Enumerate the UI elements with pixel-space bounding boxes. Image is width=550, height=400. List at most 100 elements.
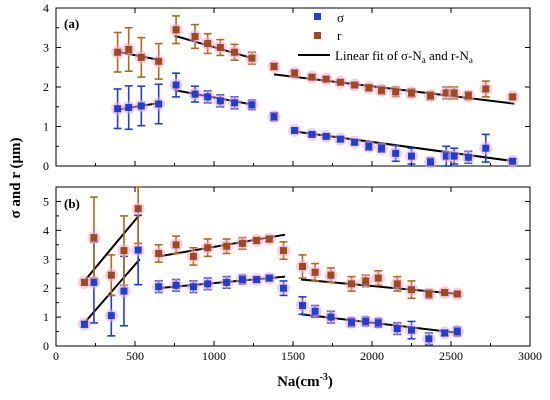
y-tick-label-a-2: 2 bbox=[43, 80, 49, 94]
markers-b bbox=[77, 202, 464, 346]
marker-r-a-3 bbox=[155, 57, 163, 65]
marker-r-b-21 bbox=[408, 286, 415, 294]
marker-r-b-8 bbox=[204, 244, 212, 252]
ticks-b: 0 500 1000 1500 2000 2500 3000 0 1 2 3 4 5 bbox=[43, 187, 542, 363]
marker-sigma-a-25 bbox=[509, 157, 517, 165]
legend-sigma-marker bbox=[314, 13, 321, 20]
y-tick-label-a-4: 4 bbox=[43, 1, 49, 15]
marker-sigma-b-7 bbox=[189, 283, 197, 291]
y-tick-label-b-1: 1 bbox=[43, 310, 49, 324]
marker-sigma-a-2 bbox=[137, 102, 145, 110]
x-tick-label-b-3: 1500 bbox=[281, 349, 305, 363]
marker-r-b-15 bbox=[311, 268, 319, 276]
marker-sigma-b-16 bbox=[327, 313, 335, 321]
marker-r-a-6 bbox=[204, 40, 212, 48]
marker-sigma-a-22 bbox=[450, 152, 458, 160]
legend-fit-label: Linear fit of σ-Na and r-Na bbox=[335, 48, 473, 65]
y-tick-label-b-2: 2 bbox=[43, 281, 49, 295]
marker-sigma-b-21 bbox=[408, 326, 415, 334]
legend-r: r bbox=[314, 28, 342, 43]
marker-r-a-25 bbox=[509, 93, 517, 101]
marker-r-a-4 bbox=[172, 26, 180, 34]
marker-sigma-b-10 bbox=[238, 276, 246, 284]
marker-sigma-b-18 bbox=[362, 317, 370, 325]
y-tick-label-a-3: 3 bbox=[43, 41, 49, 55]
marker-sigma-b-9 bbox=[223, 278, 231, 286]
y-tick-label-b-4: 4 bbox=[43, 223, 49, 237]
marker-sigma-a-10 bbox=[270, 113, 278, 121]
legend-fit-label-main: Linear fit of σ-N bbox=[335, 48, 422, 63]
marker-sigma-b-24 bbox=[453, 328, 461, 336]
marker-sigma-b-20 bbox=[393, 325, 401, 333]
marker-r-b-23 bbox=[441, 289, 449, 297]
marker-r-b-19 bbox=[374, 274, 382, 282]
marker-r-b-13 bbox=[280, 247, 288, 255]
marker-r-a-21 bbox=[442, 89, 450, 97]
marker-r-a-5 bbox=[191, 32, 199, 40]
marker-r-b-22 bbox=[425, 290, 433, 298]
marker-r-b-24 bbox=[453, 290, 461, 298]
x-tick-label-b-6: 3000 bbox=[518, 349, 542, 363]
panel-b: 0 500 1000 1500 2000 2500 3000 0 1 2 3 4 5 (b) bbox=[43, 186, 542, 363]
x-tick-label-b-1: 500 bbox=[126, 349, 144, 363]
marker-sigma-a-1 bbox=[125, 104, 133, 112]
marker-r-a-19 bbox=[408, 89, 415, 97]
marker-sigma-a-4 bbox=[172, 81, 180, 89]
markers-a bbox=[111, 23, 520, 169]
marker-r-a-17 bbox=[377, 86, 385, 94]
y-tick-label-b-3: 3 bbox=[43, 252, 49, 266]
marker-sigma-b-8 bbox=[204, 280, 212, 288]
marker-r-a-13 bbox=[322, 75, 330, 83]
marker-r-a-12 bbox=[308, 73, 316, 81]
marker-sigma-b-11 bbox=[253, 276, 261, 284]
marker-r-b-4 bbox=[134, 205, 142, 213]
marker-sigma-a-13 bbox=[322, 132, 330, 140]
marker-sigma-a-6 bbox=[204, 93, 212, 101]
marker-r-a-15 bbox=[351, 81, 359, 89]
marker-sigma-a-14 bbox=[336, 135, 344, 143]
y-tick-label-b-5: 5 bbox=[43, 194, 49, 208]
marker-sigma-a-16 bbox=[365, 142, 373, 150]
marker-sigma-b-14 bbox=[298, 302, 306, 310]
panel-label-b: (b) bbox=[64, 196, 80, 211]
x-axis-title: Na(cm-3) bbox=[277, 372, 333, 390]
marker-sigma-a-12 bbox=[308, 130, 316, 138]
marker-sigma-a-9 bbox=[248, 101, 256, 109]
legend-r-label: r bbox=[337, 28, 342, 43]
marker-sigma-a-23 bbox=[464, 153, 472, 161]
legend-fit: Linear fit of σ-Na and r-Na bbox=[298, 48, 473, 65]
marker-r-a-8 bbox=[231, 48, 239, 56]
x-tick-label-b-2: 1000 bbox=[202, 349, 226, 363]
y-tick-label-b-0: 0 bbox=[43, 339, 49, 353]
y-tick-label-a-0: 0 bbox=[43, 159, 49, 173]
marker-r-b-1 bbox=[90, 234, 98, 242]
legend-r-marker bbox=[314, 32, 321, 39]
marker-sigma-a-15 bbox=[351, 138, 359, 146]
legend: σ r Linear fit of σ-Na and r-Na bbox=[298, 10, 473, 65]
marker-sigma-a-17 bbox=[377, 144, 385, 152]
marker-sigma-b-2 bbox=[107, 312, 115, 320]
marker-r-b-10 bbox=[238, 239, 246, 247]
marker-sigma-b-13 bbox=[280, 284, 288, 292]
marker-sigma-b-15 bbox=[311, 307, 319, 315]
marker-r-a-20 bbox=[426, 92, 434, 100]
marker-r-b-11 bbox=[253, 236, 261, 244]
legend-fit-label-mid: and r-N bbox=[426, 48, 470, 63]
marker-sigma-a-21 bbox=[442, 152, 450, 160]
marker-r-b-17 bbox=[347, 280, 355, 288]
marker-sigma-b-6 bbox=[172, 281, 180, 289]
x-tick-label-b-5: 2500 bbox=[439, 349, 463, 363]
marker-sigma-b-3 bbox=[120, 287, 128, 295]
plot-frame-a bbox=[55, 7, 531, 167]
marker-sigma-a-5 bbox=[191, 90, 199, 98]
panel-label-a: (a) bbox=[64, 16, 79, 31]
y-axis-title: σ and r (μm) bbox=[8, 138, 24, 219]
legend-fit-label-sub1: a bbox=[422, 55, 426, 65]
x-axis-title-sup: -3 bbox=[320, 372, 328, 383]
x-tick-label-b-4: 2000 bbox=[360, 349, 384, 363]
marker-r-a-10 bbox=[270, 62, 278, 70]
marker-sigma-a-18 bbox=[392, 149, 400, 157]
marker-r-a-24 bbox=[482, 85, 490, 93]
